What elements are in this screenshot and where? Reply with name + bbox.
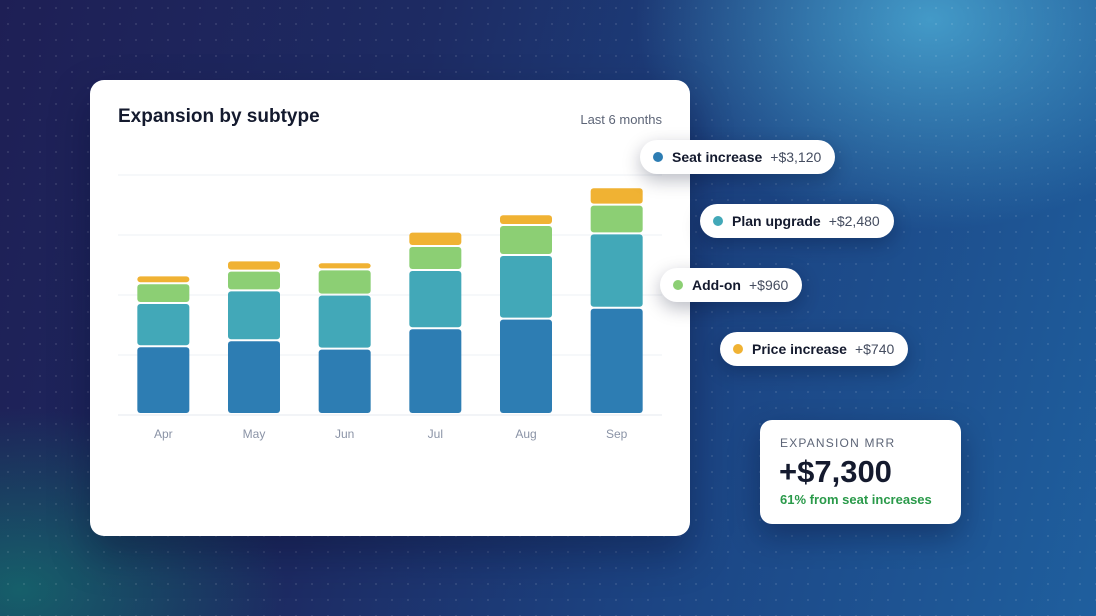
bar-segment-seat-increase[interactable]	[318, 349, 371, 413]
expansion-mrr-value: +$7,300	[779, 454, 892, 489]
bar-segment-plan-upgrade[interactable]	[590, 234, 643, 307]
expansion-mrr-note: 61% from seat increases	[780, 492, 932, 507]
x-tick-label: Sep	[606, 427, 628, 441]
bar-segment-add-on[interactable]	[228, 271, 280, 290]
bar-segment-add-on[interactable]	[409, 247, 462, 269]
seat-increase-dot-icon	[653, 152, 663, 162]
bar-segment-price-increase[interactable]	[228, 261, 280, 270]
add-on-dot-icon	[673, 280, 683, 290]
bar-segment-seat-increase[interactable]	[228, 341, 280, 413]
legend-name: Seat increase	[672, 149, 763, 165]
legend-name: Price increase	[752, 341, 847, 357]
legend-pill-seat-increase[interactable]: Seat increase +$3,120	[640, 140, 836, 174]
price-increase-dot-icon	[733, 344, 743, 354]
bar-segment-plan-upgrade[interactable]	[318, 295, 371, 348]
chart-title: Expansion by subtype	[118, 106, 320, 127]
period-label[interactable]: Last 6 months	[580, 112, 662, 127]
legend-pill-add-on[interactable]: Add-on +$960	[660, 268, 803, 302]
expansion-mrr-card: EXPANSION MRR +$7,300 61% from seat incr…	[760, 420, 961, 524]
bar-segment-plan-upgrade[interactable]	[500, 256, 552, 318]
x-tick-label: Apr	[154, 427, 173, 441]
legend-pill-plan-upgrade[interactable]: Plan upgrade +$2,480	[700, 204, 894, 238]
legend-value: +$2,480	[828, 213, 880, 229]
bar-segment-seat-increase[interactable]	[590, 308, 643, 413]
plan-upgrade-dot-icon	[713, 216, 723, 226]
bar-segment-seat-increase[interactable]	[500, 319, 552, 413]
bar-segment-seat-increase[interactable]	[137, 347, 190, 413]
bar-segment-price-increase[interactable]	[409, 232, 462, 245]
stacked-bar-chart: Apr May Jun Jul Aug Sep	[118, 174, 662, 441]
bar-segment-add-on[interactable]	[318, 270, 371, 294]
legend-value: +$960	[748, 277, 789, 293]
bar-segment-price-increase[interactable]	[500, 215, 552, 224]
bar-segment-seat-increase[interactable]	[409, 329, 462, 413]
legend-name: Add-on	[692, 277, 741, 293]
legend-name: Plan upgrade	[732, 213, 821, 229]
bar-segment-add-on[interactable]	[137, 284, 190, 302]
legend-pill-price-increase[interactable]: Price increase +$740	[720, 332, 909, 366]
bar-segment-price-increase[interactable]	[590, 188, 643, 204]
bar-segment-add-on[interactable]	[590, 205, 643, 233]
x-tick-label: Jul	[428, 427, 443, 441]
bar-segment-price-increase[interactable]	[318, 263, 371, 269]
bar-segment-price-increase[interactable]	[137, 276, 190, 283]
bar-segment-plan-upgrade[interactable]	[137, 304, 190, 346]
bar-segment-plan-upgrade[interactable]	[409, 271, 462, 328]
x-tick-label: Aug	[515, 427, 536, 441]
legend-value: +$3,120	[770, 149, 822, 165]
x-tick-label: May	[243, 427, 266, 441]
bar-segment-plan-upgrade[interactable]	[228, 291, 280, 340]
expansion-mrr-label: EXPANSION MRR	[780, 436, 896, 450]
legend-value: +$740	[854, 341, 895, 357]
x-tick-label: Jun	[335, 427, 354, 441]
bar-segment-add-on[interactable]	[500, 226, 552, 254]
expansion-chart-card: Apr May Jun Jul Aug Sep Expansion by subtype …	[90, 80, 690, 536]
